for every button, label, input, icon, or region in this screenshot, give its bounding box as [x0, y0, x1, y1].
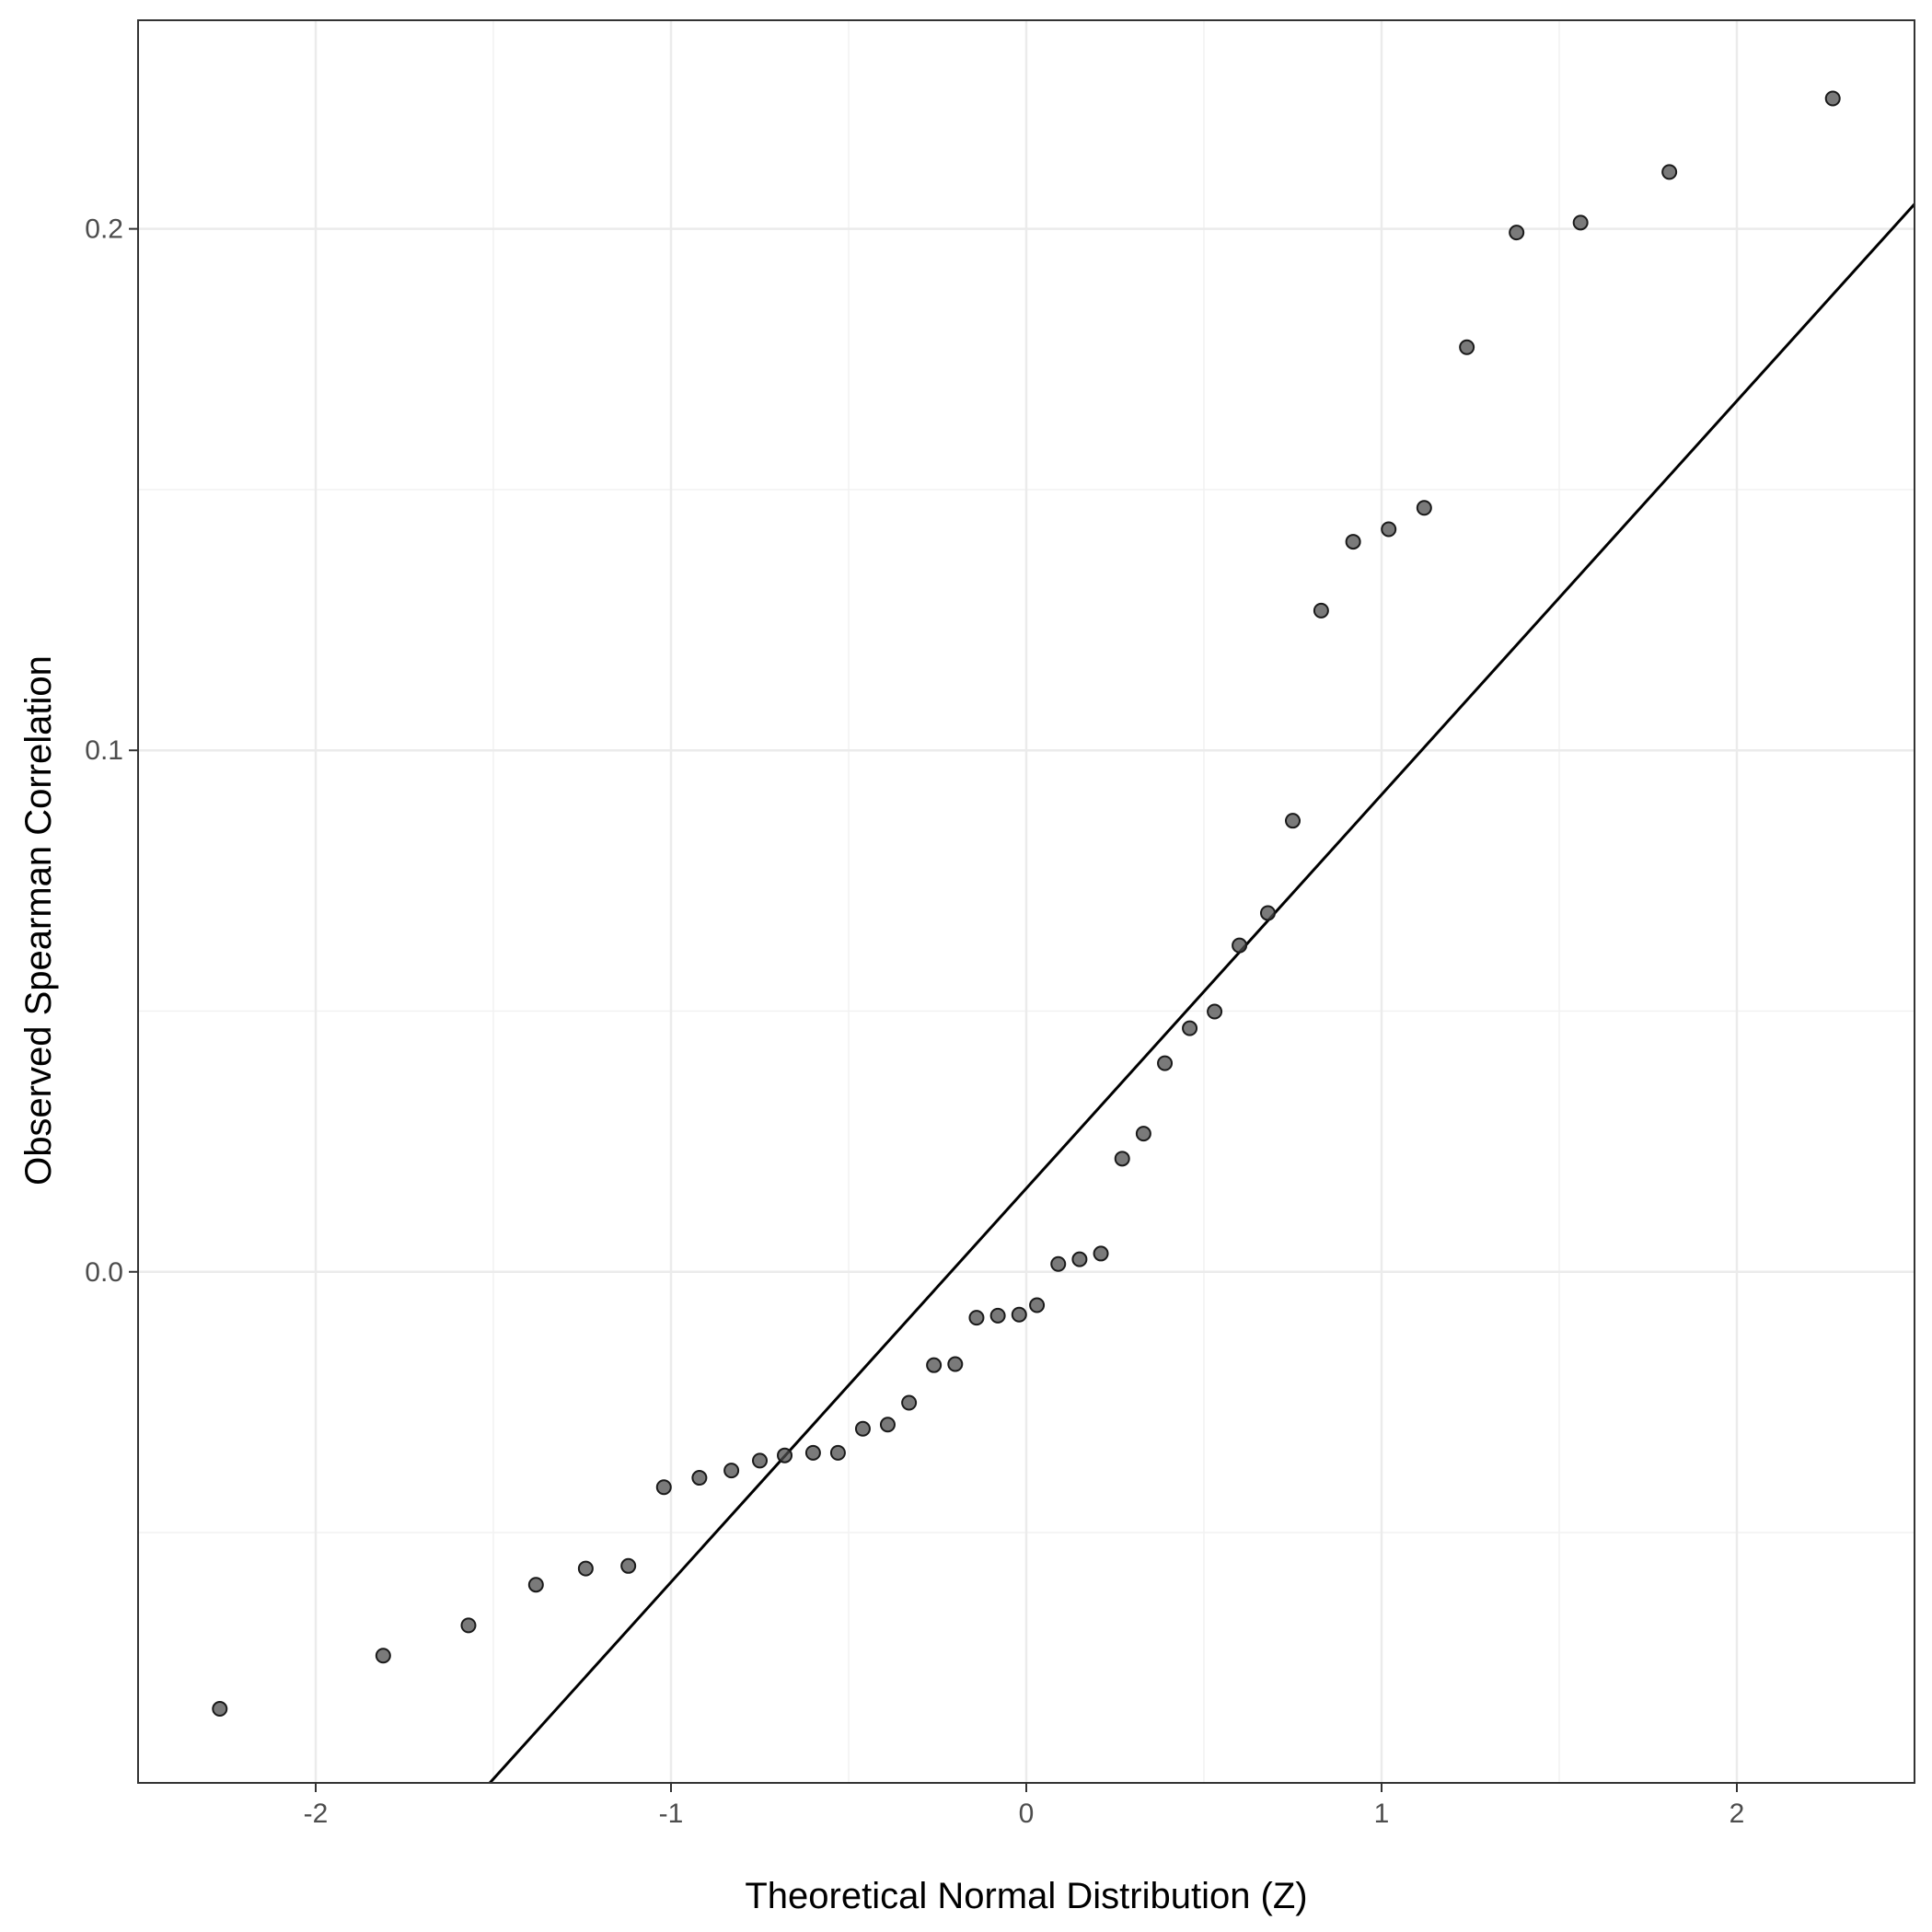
data-point — [1050, 1255, 1067, 1272]
data-points — [212, 90, 1841, 1718]
data-point — [1114, 1151, 1130, 1167]
y-axis-title: Observed Spearman Correlation — [18, 655, 59, 1186]
y-tick-label: 0.1 — [85, 735, 123, 766]
x-tick-label: 1 — [1374, 1799, 1390, 1829]
x-axis-title: Theoretical Normal Distribution (Z) — [745, 1876, 1307, 1916]
data-point — [1509, 225, 1525, 241]
x-tick-label: -2 — [304, 1799, 329, 1829]
data-point — [1157, 1055, 1174, 1071]
y-axis: 0.0 0.1 0.2 — [85, 214, 138, 1288]
y-tick-label: 0.0 — [85, 1257, 123, 1288]
data-point — [879, 1417, 896, 1433]
data-point — [804, 1444, 821, 1461]
data-point — [1182, 1020, 1198, 1036]
x-tick-label: -1 — [659, 1799, 684, 1829]
x-axis: -2 -1 0 1 2 — [304, 1783, 1745, 1829]
data-point — [691, 1470, 708, 1487]
y-tick-label: 0.2 — [85, 214, 123, 245]
reference-line — [489, 202, 1916, 1785]
data-point — [1259, 905, 1276, 921]
data-point — [968, 1310, 985, 1326]
data-point — [829, 1444, 846, 1461]
data-point — [1459, 339, 1475, 355]
data-point — [1093, 1245, 1109, 1262]
data-point — [620, 1557, 637, 1574]
data-point — [527, 1577, 544, 1593]
data-point — [1381, 521, 1397, 538]
data-point — [577, 1560, 594, 1577]
data-point — [655, 1479, 672, 1496]
data-point — [1416, 500, 1432, 516]
data-point — [1345, 534, 1361, 550]
data-point — [926, 1357, 943, 1373]
data-point — [1011, 1306, 1027, 1323]
data-point — [460, 1617, 477, 1634]
data-point — [212, 1701, 228, 1718]
data-point — [1661, 164, 1678, 180]
x-tick-label: 2 — [1730, 1799, 1745, 1829]
data-point — [1029, 1297, 1046, 1313]
data-point — [752, 1452, 768, 1469]
data-point — [1135, 1126, 1151, 1142]
data-point — [901, 1394, 918, 1411]
data-point — [1313, 602, 1329, 619]
data-point — [1207, 1003, 1223, 1020]
reference-line-layer — [489, 202, 1916, 1785]
data-point — [777, 1447, 793, 1463]
data-point — [1232, 937, 1248, 954]
data-point — [1824, 90, 1841, 107]
data-point — [989, 1307, 1006, 1324]
data-point — [1071, 1251, 1088, 1267]
data-point — [375, 1648, 391, 1664]
data-point — [1285, 813, 1301, 829]
data-point — [854, 1420, 871, 1437]
data-point — [1572, 214, 1589, 231]
data-point — [723, 1463, 740, 1479]
data-point — [947, 1356, 964, 1372]
x-tick-label: 0 — [1019, 1799, 1035, 1829]
